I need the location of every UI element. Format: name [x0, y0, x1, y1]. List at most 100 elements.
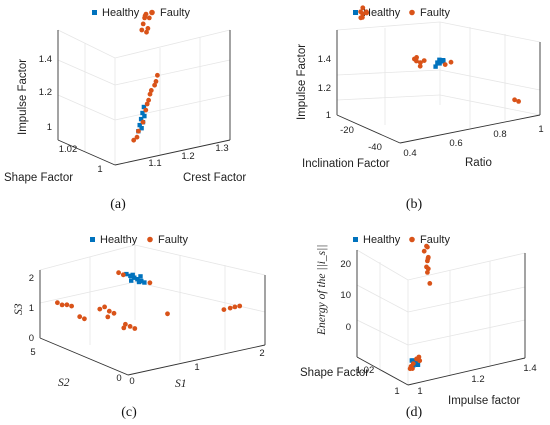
z-axis-label-b: Impulse Factor — [296, 44, 308, 120]
legend-faulty-label: Faulty — [160, 7, 190, 19]
faulty-point — [106, 308, 112, 314]
z-tick-a-1: 1.2 — [39, 87, 52, 98]
healthy-point — [139, 126, 144, 131]
x-tick-c-1: 1 — [194, 362, 199, 373]
legend-d: Healthy Faulty — [353, 234, 450, 246]
legend-b: Healthy Faulty — [353, 7, 450, 19]
y-tick-c-0: 0 — [116, 373, 121, 384]
faulty-point — [516, 99, 521, 104]
faulty-point — [147, 280, 153, 286]
faulty-point — [140, 119, 146, 125]
faulty-point — [416, 354, 422, 360]
y-ticks-c: 0 5 — [30, 347, 121, 384]
z-tick-a-2: 1.4 — [39, 54, 52, 65]
faulty-point — [140, 21, 146, 27]
healthy-point — [441, 58, 446, 63]
x-tick-b-0: 0.4 — [403, 148, 416, 159]
healthy-point — [142, 280, 147, 285]
faulty-point — [144, 29, 149, 35]
z-tick-d-2: 20 — [340, 259, 351, 270]
faulty-point — [82, 316, 87, 322]
faulty-point — [227, 305, 233, 311]
z-ticks-a: 1 1.2 1.4 — [39, 54, 52, 133]
points-d — [407, 243, 433, 372]
x-ticks-b: 0.4 0.6 0.8 1 — [403, 124, 543, 159]
faulty-point — [111, 310, 117, 316]
faulty-point — [153, 79, 159, 84]
y-ticks-a: 1 1.02 — [59, 144, 103, 175]
y-tick-c-1: 5 — [30, 347, 35, 358]
faulty-point — [414, 55, 419, 60]
healthy-point — [124, 271, 129, 277]
x-tick-b-1: 0.6 — [449, 138, 462, 149]
faulty-point — [69, 303, 74, 309]
faulty-point — [358, 15, 364, 21]
faulty-point — [131, 137, 137, 143]
z-tick-d-1: 10 — [340, 290, 351, 301]
healthy-point — [437, 57, 442, 62]
legend-faulty-label: Faulty — [420, 7, 450, 19]
x-tick-d-1: 1.2 — [471, 374, 484, 385]
x-tick-b-2: 0.8 — [493, 129, 506, 140]
faulty-point — [414, 58, 419, 64]
points-c — [55, 270, 243, 331]
healthy-point — [137, 122, 142, 128]
healthy-point — [437, 61, 442, 66]
faulty-point — [132, 326, 138, 331]
axes-lines-d — [356, 250, 526, 386]
z-tick-b-2: 1.4 — [318, 54, 331, 65]
faulty-point — [97, 306, 103, 312]
legend-a: Healthy Faulty — [92, 7, 190, 19]
faulty-point — [64, 302, 70, 308]
faulty-point — [421, 58, 427, 63]
faulty-point — [134, 134, 140, 140]
faulty-point — [152, 82, 158, 88]
healthy-point — [141, 104, 147, 110]
x-tick-d-0: 1 — [417, 386, 422, 397]
healthy-point — [139, 278, 144, 284]
legend-faulty-label: Faulty — [158, 234, 188, 246]
faulty-point — [425, 270, 430, 275]
axes-box-a — [57, 29, 231, 165]
legend-healthy-label: Healthy — [363, 234, 401, 246]
panel-label-d: (d) — [406, 405, 423, 420]
faulty-point — [425, 256, 431, 261]
x-axis-label-d: Impulse factor — [448, 395, 520, 407]
faulty-point — [147, 91, 153, 97]
axes-box-b — [336, 21, 541, 128]
faulty-point — [425, 266, 431, 272]
axes-lines-b — [336, 30, 541, 144]
x-tick-b-3: 1 — [538, 124, 543, 135]
healthy-point — [130, 272, 135, 278]
faulty-point — [116, 270, 121, 276]
points-a — [131, 11, 160, 143]
faulty-point — [105, 314, 111, 320]
faulty-point — [146, 15, 152, 21]
healthy-point — [135, 277, 140, 282]
faulty-point — [127, 324, 133, 329]
faulty-point — [143, 107, 149, 113]
z-tick-c-1: 1 — [29, 303, 34, 314]
axes-lines-c — [39, 270, 266, 376]
y-tick-b-0: -40 — [368, 142, 382, 153]
y-axis-label-b: Inclination Factor — [302, 158, 390, 170]
x-axis-label-b: Ratio — [465, 157, 492, 169]
faulty-point — [102, 304, 107, 310]
legend-healthy-marker — [92, 10, 97, 15]
y-axis-label-a: Shape Factor — [4, 172, 73, 184]
x-tick-c-0: 0 — [129, 376, 134, 387]
faulty-point — [425, 244, 430, 250]
faulty-point — [139, 27, 145, 33]
z-ticks-d: 0 10 20 — [340, 259, 351, 333]
x-tick-d-2: 1.4 — [523, 363, 536, 374]
faulty-point — [360, 11, 365, 17]
faulty-point — [121, 325, 127, 331]
faulty-point — [144, 101, 150, 107]
faulty-point — [155, 72, 160, 78]
legend-healthy-marker — [90, 237, 95, 242]
panel-b: Healthy Faulty 1 1.2 1.4 -40 — [296, 5, 544, 212]
faulty-point — [120, 272, 126, 278]
healthy-point — [136, 279, 142, 285]
z-tick-b-1: 1.2 — [318, 83, 331, 94]
